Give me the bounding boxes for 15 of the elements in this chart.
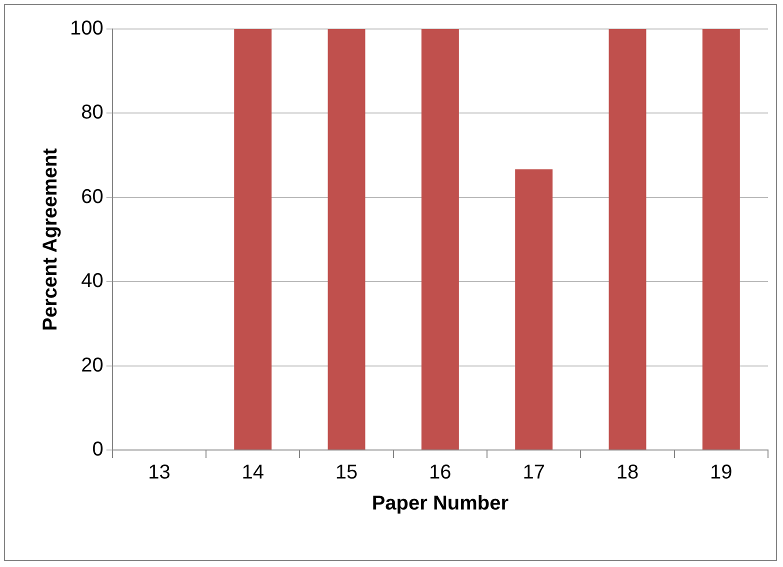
y-tick-label: 40 — [81, 270, 104, 292]
x-tick-label: 16 — [429, 462, 452, 484]
y-axis-title: Percent Agreement — [40, 148, 62, 331]
y-tick-label: 60 — [81, 186, 104, 208]
x-axis-title: Paper Number — [372, 492, 509, 515]
x-tick-label: 19 — [710, 462, 732, 484]
x-tick-label: 14 — [242, 462, 264, 484]
y-tick-label: 80 — [81, 102, 104, 124]
y-tick-label: 20 — [81, 354, 104, 376]
y-tick-label: 100 — [70, 18, 104, 40]
x-tick-label: 17 — [522, 462, 545, 484]
y-tick-label: 0 — [92, 438, 104, 461]
x-tick-label: 15 — [335, 462, 358, 484]
x-tick-label: 13 — [148, 462, 170, 484]
x-tick-label: 18 — [616, 462, 639, 484]
